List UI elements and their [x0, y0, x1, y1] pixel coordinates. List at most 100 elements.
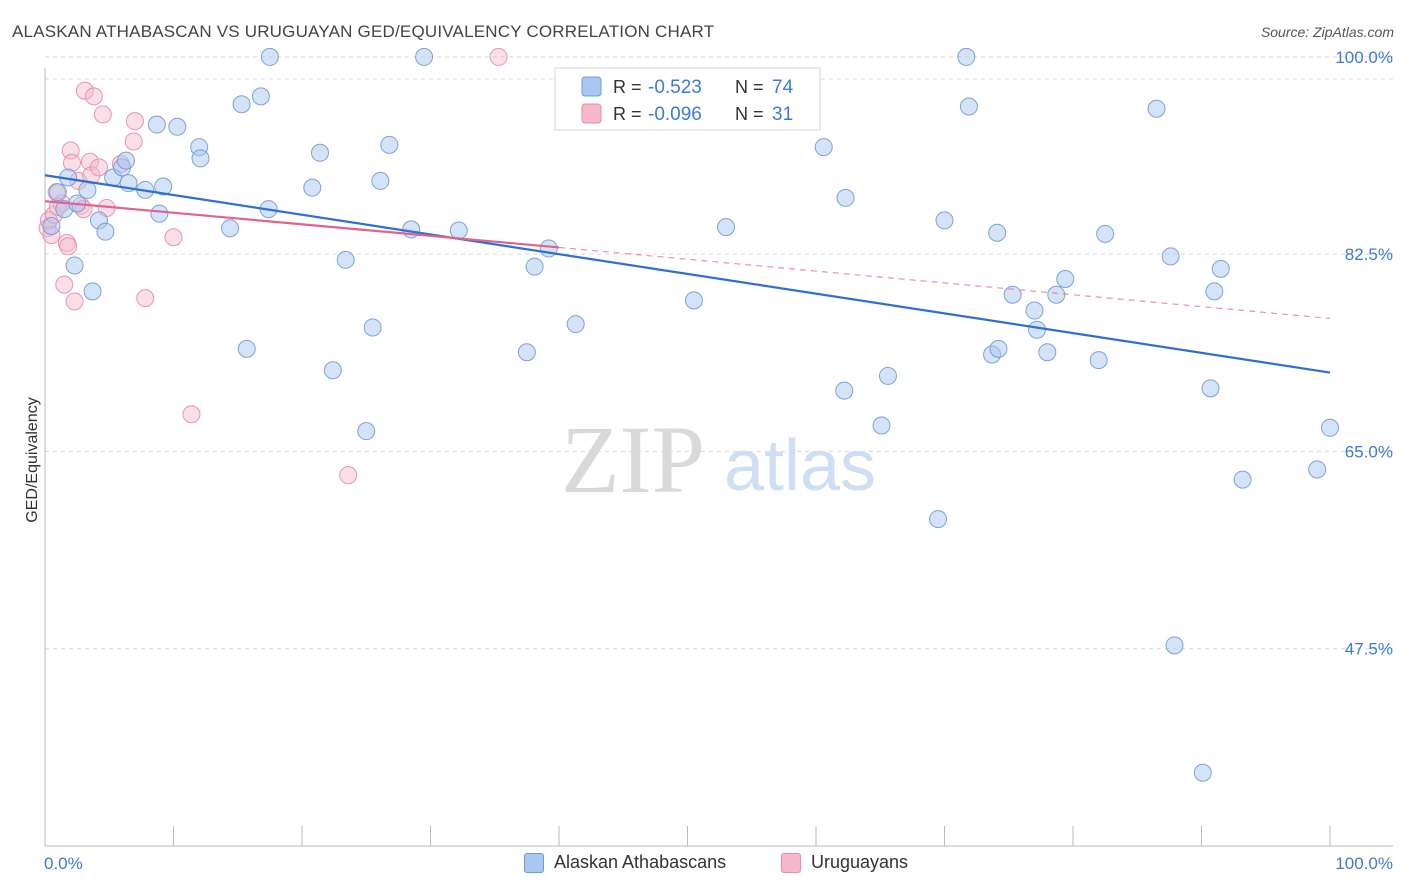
point-alaskan-athabascans-31 — [357, 422, 376, 441]
y-axis-label: GED/Equivalency — [24, 397, 41, 522]
point-alaskan-athabascans-72 — [1308, 460, 1327, 479]
point-alaskan-athabascans-6 — [78, 180, 97, 199]
point-uruguayans-18 — [84, 87, 103, 106]
x-tick-label-0: 0.0% — [44, 854, 83, 873]
watermark-zip: ZIP — [561, 406, 705, 513]
point-alaskan-athabascans-26 — [260, 47, 279, 66]
point-alaskan-athabascans-41 — [566, 315, 585, 334]
point-alaskan-athabascans-18 — [168, 117, 187, 136]
chart-source: Source: ZipAtlas.com — [1260, 24, 1394, 40]
point-alaskan-athabascans-50 — [935, 211, 954, 230]
point-uruguayans-19 — [89, 158, 108, 177]
trend-line-alaskan-athabascans — [44, 174, 1331, 374]
point-alaskan-athabascans-44 — [814, 138, 833, 157]
legend-swatch-pink — [781, 852, 801, 873]
point-alaskan-athabascans-45 — [835, 381, 854, 400]
point-alaskan-athabascans-21 — [221, 219, 240, 238]
trend-line-uruguayans — [44, 200, 560, 249]
point-alaskan-athabascans-28 — [310, 143, 329, 162]
legend-label-alaskan-athabascans: Alaskan Athabascans — [554, 852, 727, 872]
point-alaskan-athabascans-7 — [83, 282, 102, 301]
legend-swatch-blue — [524, 852, 544, 873]
point-alaskan-athabascans-36 — [415, 47, 434, 66]
legend-label-uruguayans: Uruguayans — [811, 852, 909, 872]
point-alaskan-athabascans-48 — [878, 366, 897, 385]
point-uruguayans-29 — [489, 47, 508, 66]
stats-n-label-pink: N = — [735, 104, 764, 124]
point-uruguayans-23 — [124, 132, 143, 151]
legend-item-alaskan-athabascans: Alaskan Athabascans — [524, 852, 726, 873]
point-uruguayans-11 — [65, 292, 84, 311]
watermark-atlas: atlas — [724, 426, 876, 506]
point-alaskan-athabascans-69 — [1205, 282, 1224, 301]
stats-n-value-blue: 74 — [772, 77, 794, 98]
point-uruguayans-27 — [182, 405, 201, 424]
point-alaskan-athabascans-38 — [517, 343, 536, 362]
x-tick-label-1: 100.0% — [1335, 854, 1393, 873]
point-alaskan-athabascans-0 — [42, 217, 61, 235]
point-alaskan-athabascans-39 — [525, 257, 544, 276]
point-alaskan-athabascans-71 — [1233, 470, 1252, 489]
point-alaskan-athabascans-32 — [363, 318, 382, 337]
point-uruguayans-28 — [339, 466, 358, 485]
point-alaskan-athabascans-17 — [154, 177, 173, 196]
y-tick-label-0: 47.5% — [1345, 640, 1393, 659]
point-alaskan-athabascans-29 — [323, 361, 342, 380]
point-alaskan-athabascans-66 — [1165, 636, 1184, 655]
trend-line-uruguayans-extension — [558, 246, 1331, 320]
point-alaskan-athabascans-4 — [65, 256, 84, 275]
point-alaskan-athabascans-55 — [989, 339, 1008, 358]
point-alaskan-athabascans-58 — [1028, 320, 1047, 339]
point-uruguayans-8 — [59, 237, 78, 256]
point-uruguayans-16 — [80, 152, 99, 171]
axes — [44, 68, 1393, 847]
point-alaskan-athabascans-12 — [116, 151, 135, 170]
point-uruguayans-20 — [93, 105, 112, 124]
stats-n-label-blue: N = — [735, 77, 764, 97]
point-alaskan-athabascans-68 — [1201, 379, 1220, 398]
stats-box: R = -0.523 N = 74 R = -0.096 N = 31 — [554, 67, 821, 131]
point-alaskan-athabascans-62 — [1089, 351, 1108, 370]
tick-labels: 47.5% 65.0% 82.5% 100.0% 0.0% 100.0% — [44, 48, 1393, 873]
trend-lines — [44, 174, 1331, 374]
point-alaskan-athabascans-34 — [380, 135, 399, 154]
point-alaskan-athabascans-70 — [1211, 259, 1230, 278]
point-alaskan-athabascans-22 — [232, 95, 251, 114]
point-alaskan-athabascans-67 — [1193, 763, 1212, 782]
stats-r-value-blue: -0.523 — [648, 77, 702, 98]
y-tick-label-1: 65.0% — [1345, 442, 1393, 461]
point-alaskan-athabascans-73 — [1321, 418, 1339, 437]
point-alaskan-athabascans-60 — [1047, 285, 1066, 304]
point-alaskan-athabascans-52 — [959, 97, 978, 116]
stats-r-label-pink: R = — [613, 104, 642, 124]
point-uruguayans-6 — [55, 275, 74, 294]
stats-r-label-blue: R = — [613, 77, 642, 97]
watermark: ZIP atlas — [561, 406, 876, 513]
point-alaskan-athabascans-15 — [147, 115, 166, 134]
legend-item-uruguayans: Uruguayans — [781, 852, 908, 873]
point-alaskan-athabascans-37 — [449, 221, 468, 240]
y-tick-label-3: 100.0% — [1335, 48, 1393, 67]
point-alaskan-athabascans-27 — [303, 178, 322, 197]
point-alaskan-athabascans-46 — [836, 188, 855, 207]
point-alaskan-athabascans-9 — [96, 222, 115, 241]
point-uruguayans-24 — [125, 112, 144, 131]
point-alaskan-athabascans-33 — [371, 171, 390, 190]
series-alaskan-athabascans — [42, 47, 1339, 782]
point-alaskan-athabascans-43 — [717, 218, 736, 237]
point-uruguayans-26 — [164, 228, 183, 247]
point-alaskan-athabascans-59 — [1038, 343, 1057, 362]
point-alaskan-athabascans-61 — [1056, 269, 1075, 288]
point-alaskan-athabascans-30 — [336, 250, 355, 269]
stats-swatch-pink — [581, 103, 602, 124]
series-uruguayans — [38, 47, 508, 485]
point-uruguayans-25 — [136, 289, 155, 308]
point-alaskan-athabascans-47 — [872, 416, 891, 435]
point-alaskan-athabascans-16 — [150, 204, 169, 223]
stats-swatch-blue — [581, 76, 602, 97]
point-alaskan-athabascans-24 — [251, 87, 270, 106]
point-alaskan-athabascans-64 — [1147, 99, 1166, 118]
point-alaskan-athabascans-63 — [1096, 224, 1115, 243]
point-alaskan-athabascans-65 — [1161, 247, 1180, 266]
